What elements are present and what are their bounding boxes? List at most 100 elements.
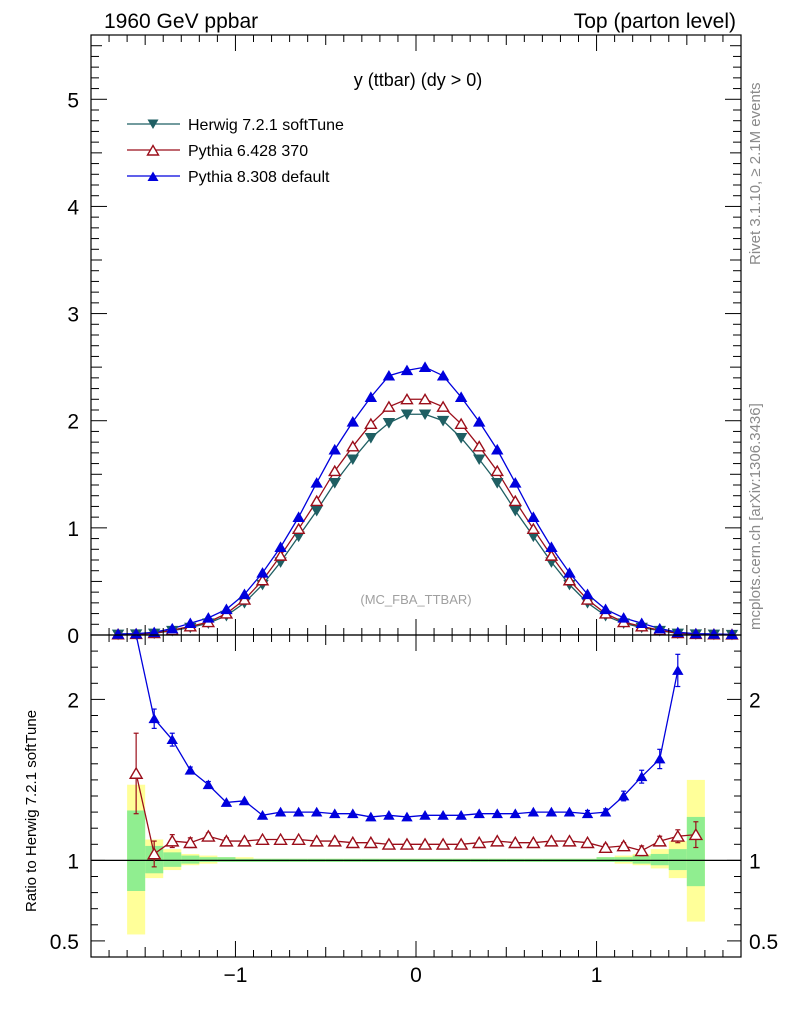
band-inner-bin-0 (127, 810, 146, 891)
ratio-point-pythia8-2 (166, 734, 178, 745)
main-point-pythia6-16 (400, 392, 414, 405)
mcplots-label: mcplots.cern.ch [arXiv:1306.3436] (747, 403, 764, 630)
xtick-label-1: 0 (410, 964, 422, 987)
ratio-point-pythia6-8 (273, 832, 288, 845)
ratio-point-pythia8-10 (310, 806, 323, 817)
legend-label-pythia8: Pythia 8.308 default (188, 169, 330, 186)
xtick-label-0: −1 (223, 964, 247, 987)
ratio-point-pythia6-19 (471, 835, 487, 849)
main-point-pythia8-17 (418, 361, 432, 372)
header-right: Top (parton level) (574, 10, 736, 33)
main-point-herwig-11 (310, 505, 323, 517)
ratio-point-pythia6-15 (399, 837, 415, 850)
ratio-point-pythia6-27 (616, 839, 631, 852)
main-point-pythia8-24 (545, 541, 558, 552)
main-panel: 0 1 2 3 4 5 (67, 34, 742, 648)
main-point-pythia6-12 (328, 464, 342, 477)
ratio-y-axis-label: Ratio to Herwig 7.2.1 softTune (23, 710, 40, 912)
ratio-point-pythia8-15 (401, 811, 413, 822)
main-point-pythia6-21 (490, 464, 504, 477)
ratio-point-pythia6-7 (255, 832, 270, 845)
main-point-pythia6-7 (237, 593, 252, 605)
ratio-point-pythia6-6 (237, 834, 252, 847)
main-point-pythia8-29 (635, 617, 648, 629)
main-ytick-label-2: 2 (67, 411, 79, 434)
main-point-pythia6-22 (508, 494, 523, 507)
ratio-point-pythia8-14 (383, 810, 395, 820)
plot-title: y (ttbar) (dy > 0) (354, 70, 483, 90)
main-point-pythia8-3 (166, 622, 179, 634)
ratio-point-pythia6-22 (526, 835, 541, 849)
ratio-point-pythia8-24 (563, 806, 576, 817)
main-point-pythia8-6 (220, 603, 233, 615)
main-point-herwig-17 (418, 409, 432, 421)
main-point-pythia8-10 (292, 511, 305, 522)
ratio-point-pythia8-9 (292, 806, 305, 817)
ratio-point-pythia8-27 (617, 790, 630, 801)
band-inner-bin-27 (614, 857, 633, 863)
main-point-pythia8-34 (725, 628, 739, 640)
ratio-point-pythia8-17 (437, 810, 449, 820)
main-point-herwig-15 (382, 418, 396, 429)
ratio-point-pythia8-28 (635, 771, 648, 782)
main-point-herwig-18 (436, 415, 450, 427)
main-point-pythia8-8 (256, 567, 269, 578)
main-point-pythia6-14 (364, 417, 378, 430)
main-point-pythia8-9 (274, 541, 287, 552)
ratio-point-pythia8-5 (220, 797, 233, 807)
band-inner-bin-2 (163, 852, 182, 867)
main-point-pythia6-9 (273, 549, 288, 561)
rivet-label: Rivet 3.1.10, ≥ 2.1M events (747, 83, 764, 266)
main-point-herwig-20 (472, 454, 486, 466)
ratio-point-pythia6-25 (580, 835, 595, 849)
xtick-label-2: 1 (591, 964, 603, 987)
ratio-point-pythia6-10 (309, 834, 324, 847)
legend-marker-pythia8 (147, 171, 159, 181)
main-point-pythia8-30 (653, 622, 666, 634)
ratio-point-pythia8-26 (599, 806, 612, 817)
ratio-point-pythia6-13 (363, 835, 379, 849)
ratio-point-pythia8-20 (491, 808, 503, 819)
ratio-point-pythia6-26 (598, 840, 613, 854)
main-point-herwig-16 (400, 409, 414, 421)
main-point-pythia8-13 (346, 416, 360, 427)
ratio-point-pythia6-11 (327, 834, 342, 847)
ratio-point-pythia6-17 (435, 837, 451, 850)
main-point-pythia8-28 (617, 612, 630, 623)
main-ytick-label-3: 3 (67, 304, 79, 327)
main-point-pythia8-20 (472, 416, 486, 427)
main-ytick-label-4: 4 (67, 196, 79, 219)
ratio-point-pythia6-21 (508, 835, 523, 849)
main-point-pythia8-12 (328, 443, 341, 455)
ratio-point-pythia6-12 (345, 835, 361, 849)
main-point-pythia6-18 (436, 400, 450, 412)
main-point-pythia8-21 (491, 443, 504, 455)
ratio-ytick-label-left-1: 1 (67, 850, 79, 873)
ratio-point-pythia8-13 (365, 811, 377, 822)
ratio-point-pythia6-18 (453, 837, 469, 850)
main-ytick-label-0: 0 (67, 625, 79, 648)
main-point-pythia6-8 (255, 574, 270, 586)
ratio-point-pythia6-30 (670, 829, 686, 842)
ratio-panel: 0.5 0.5 1 1 2 2 −1 0 1 (50, 634, 778, 987)
main-point-pythia8-11 (310, 477, 323, 488)
legend-entry-pythia8: Pythia 8.308 default (127, 169, 330, 186)
main-point-pythia6-17 (418, 392, 432, 405)
ratio-point-pythia8-6 (238, 795, 251, 806)
ratio-point-pythia6-4 (201, 829, 216, 842)
main-ytick-label-1: 1 (67, 518, 79, 541)
main-point-herwig-19 (454, 433, 468, 444)
main-point-pythia8-27 (599, 603, 612, 615)
main-point-pythia8-16 (400, 364, 414, 376)
ratio-point-pythia6-3 (183, 835, 198, 849)
legend-entry-herwig: Herwig 7.2.1 softTune (127, 117, 344, 134)
ratio-ytick-label-right-1: 1 (749, 850, 761, 873)
ratio-point-pythia8-16 (419, 810, 431, 820)
ratio-point-pythia6-24 (562, 834, 577, 847)
ratio-point-pythia6-0 (128, 766, 144, 779)
legend: Herwig 7.2.1 softTune Pythia 6.428 370 P… (127, 117, 344, 186)
main-point-pythia8-25 (563, 567, 576, 578)
main-point-pythia8-14 (364, 391, 378, 402)
ratio-ytick-label-right-0: 0.5 (749, 931, 778, 954)
ratio-point-pythia8-25 (581, 808, 594, 819)
